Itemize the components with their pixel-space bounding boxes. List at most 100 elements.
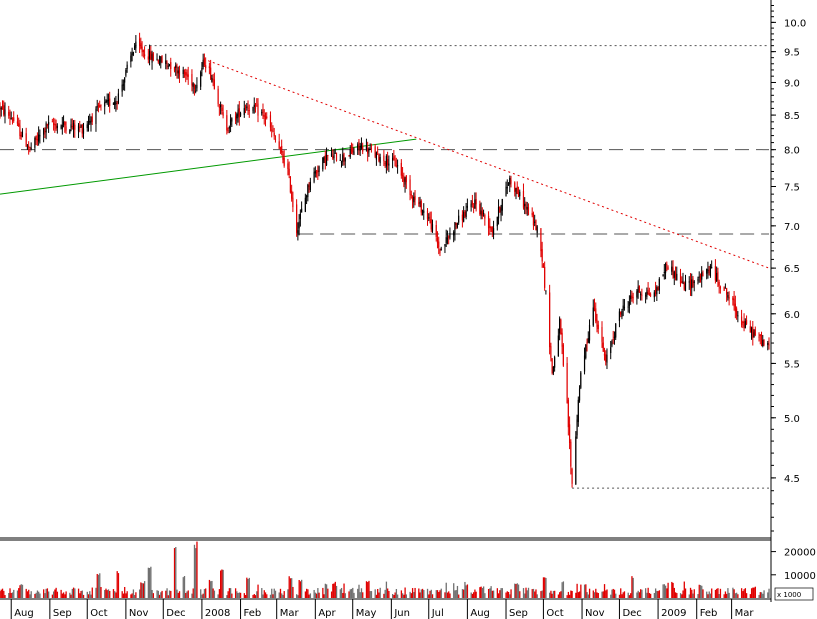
volume-bar [141, 583, 143, 598]
candle [745, 315, 748, 326]
volume-bar [117, 573, 120, 598]
volume-bar [440, 588, 442, 598]
volume-bar [464, 581, 466, 598]
volume-bar [711, 588, 713, 598]
reference-line-4 [207, 60, 770, 269]
candle [586, 338, 588, 352]
volume-bar [365, 581, 368, 598]
candle [29, 146, 31, 153]
volume-bar [525, 587, 527, 598]
candle [545, 290, 547, 295]
candle [385, 154, 387, 174]
candle [134, 43, 136, 50]
candle [562, 343, 564, 367]
volume-bar [193, 544, 196, 598]
candle [254, 102, 257, 113]
candle [141, 41, 143, 57]
volume-bar [575, 592, 577, 598]
candle [637, 280, 639, 299]
volume-bar [301, 579, 303, 598]
volume-bar [436, 590, 439, 598]
candle [648, 287, 650, 296]
volume-bar [516, 583, 518, 598]
candle [193, 83, 196, 96]
volume-bar [583, 584, 586, 598]
candle [588, 319, 591, 344]
candle [263, 109, 265, 125]
candle [750, 326, 753, 340]
candle [99, 100, 101, 108]
candle [463, 206, 465, 223]
volume-bar [64, 594, 66, 598]
candle [683, 281, 685, 291]
volume-bar [340, 587, 343, 598]
volume-bar [379, 587, 381, 598]
candle [395, 157, 397, 168]
volume-bar [246, 577, 248, 598]
volume-bar [46, 588, 49, 598]
volume-bar [693, 589, 695, 598]
candle [3, 100, 5, 117]
candle [116, 100, 118, 110]
candle [370, 143, 373, 153]
volume-bar [636, 592, 638, 598]
candle [531, 207, 533, 218]
volume-bar [601, 591, 603, 598]
candle [324, 150, 326, 170]
candle [663, 263, 665, 280]
candle [491, 226, 493, 238]
volume-bar [71, 588, 73, 598]
candle [701, 266, 703, 288]
time-tick-label: Aug [14, 608, 34, 619]
volume-bar [176, 589, 178, 598]
candle [35, 135, 37, 146]
candle [307, 183, 309, 202]
volume-bar [510, 589, 512, 598]
volume-bar [138, 589, 141, 598]
time-tick-label: Sep [53, 608, 72, 619]
candle [479, 200, 481, 216]
candle [654, 281, 657, 297]
volume-bar [637, 590, 639, 598]
candle [140, 37, 142, 50]
time-tick-label: Feb [700, 608, 718, 619]
volume-bar [526, 590, 528, 598]
time-tick-label: Dec [622, 608, 641, 619]
volume-bar [605, 590, 607, 598]
volume-bar [217, 594, 219, 598]
volume-bar [330, 591, 333, 598]
volume-bar [304, 591, 307, 598]
candle [576, 414, 578, 439]
candle [157, 59, 159, 64]
candle [34, 136, 36, 153]
volume-bar [562, 581, 565, 598]
volume-bar [396, 594, 399, 598]
candle [291, 184, 293, 202]
volume-bar [289, 578, 292, 598]
candle [165, 53, 167, 70]
volume-bar [134, 594, 136, 598]
volume-bar [21, 584, 24, 598]
candle [244, 104, 247, 114]
volume-bar [147, 567, 150, 598]
volume-bar [421, 588, 424, 598]
volume-bar [697, 594, 699, 598]
candle [525, 201, 527, 215]
volume-bar [261, 588, 263, 598]
volume-bar [210, 581, 212, 598]
candle [691, 273, 693, 297]
volume-bar [237, 593, 239, 598]
candle [279, 146, 282, 154]
volume-bar [638, 592, 641, 598]
volume-bar [429, 590, 431, 598]
volume-bar [278, 592, 280, 598]
candle [253, 97, 255, 114]
volume-bar [708, 591, 710, 598]
volume-bar [492, 590, 495, 598]
candle [534, 214, 536, 227]
volume-bar [222, 569, 224, 598]
candle [500, 204, 502, 222]
volume-bar [100, 587, 102, 598]
volume-bar [401, 593, 404, 598]
